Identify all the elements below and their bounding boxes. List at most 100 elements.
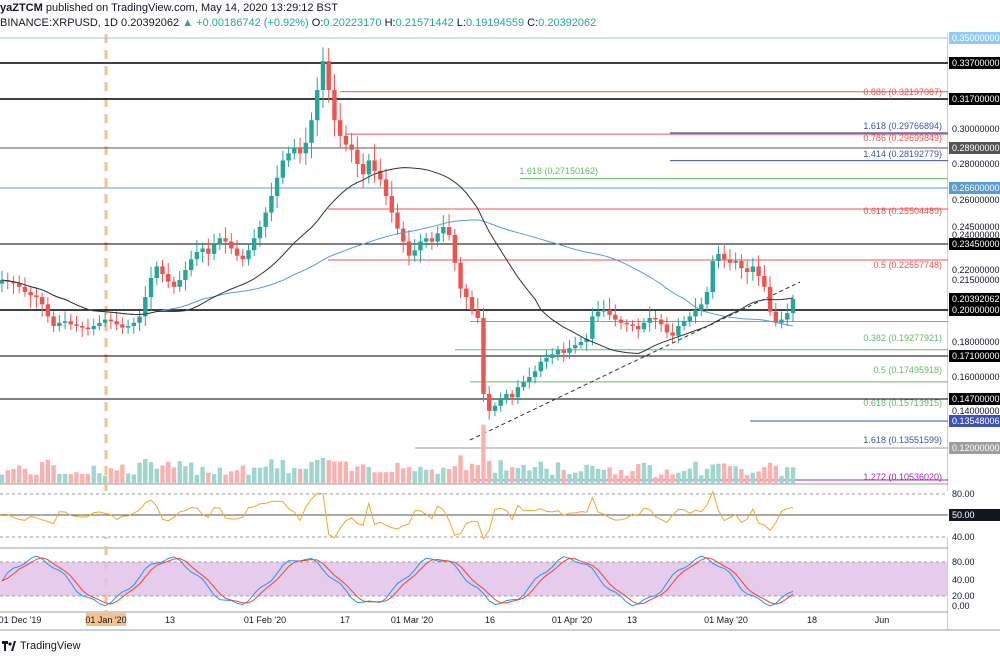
volume-bar [22, 468, 28, 484]
candle-body [441, 227, 446, 234]
volume-bar [102, 475, 108, 484]
low-value: 0.19194559 [465, 17, 525, 29]
tradingview-logo-icon [2, 641, 16, 651]
volume-bar [704, 468, 710, 484]
candle-body [114, 321, 119, 325]
moving-averages [1, 167, 794, 355]
candle-body [630, 324, 635, 326]
volume-bar [223, 474, 228, 484]
volume-bar [309, 461, 314, 484]
candle-body [550, 354, 555, 358]
open-value: 0.20223170 [323, 17, 382, 29]
ma-100-line [1, 167, 794, 355]
time-tick-label: 01 Feb '20 [244, 615, 286, 625]
candle-body [756, 266, 761, 276]
rsi-tick-label: 50.00 [952, 510, 975, 520]
time-axis[interactable]: 01 Dec '19 01 Jan '20 13 01 Feb '20 17 01 Mar… [0, 613, 1000, 631]
chart-background [0, 34, 1000, 634]
candle-body [687, 316, 693, 322]
volume-bar [280, 459, 286, 484]
volume-bar [183, 466, 188, 484]
volume-bar [125, 473, 131, 484]
fib-label: 0.786 (0.29699849) [863, 133, 942, 143]
candle-body [498, 399, 503, 406]
volume-bar [16, 465, 22, 484]
volume-bar [217, 467, 223, 484]
volume-bar [630, 471, 635, 484]
candle-body [320, 61, 326, 90]
price-tick-label: 0.24500000 [952, 222, 1000, 232]
candle-body [125, 326, 131, 328]
volume-bar [544, 468, 549, 484]
volume-bars [0, 424, 796, 484]
volume-bar [641, 462, 647, 484]
candle-body [636, 326, 641, 330]
price-tick-label: 0.28000000 [952, 159, 1000, 169]
volume-bar [80, 473, 85, 484]
volume-bar [693, 461, 698, 484]
price-tag [949, 142, 1000, 154]
volume-bar [378, 472, 383, 484]
volume-bar [263, 466, 268, 484]
volume-bar [246, 474, 251, 484]
candle-body [11, 281, 16, 284]
price-tick-label: 0.30000000 [952, 124, 1000, 134]
symbol-label: BINANCE:XRPUSD, 1D [0, 17, 118, 29]
stoch-tick-label: 80.00 [952, 557, 975, 567]
publisher-name[interactable]: yaZTCM [0, 2, 43, 14]
stoch-tick-label: 40.00 [952, 575, 975, 585]
volume-bar [441, 467, 446, 484]
volume-bar [326, 460, 331, 484]
candle-body [572, 345, 578, 349]
volume-bar [200, 466, 205, 484]
candle-body [148, 278, 154, 298]
volume-bar [750, 472, 756, 484]
volume-bar [148, 462, 154, 484]
price-tag [949, 393, 1000, 405]
volume-bar [143, 458, 148, 484]
volume-bar [716, 463, 721, 484]
volume-bar [297, 468, 303, 484]
price-axis[interactable]: 0.35000000 0.33700000 0.31700000 0.30000000… [949, 32, 1000, 454]
candle-body [360, 164, 366, 175]
candle-body [544, 357, 549, 362]
fib-label: 0.886 (0.32197087) [863, 87, 942, 97]
candle-body [446, 227, 452, 235]
footer-brand[interactable]: TradingView [20, 640, 81, 652]
candle-body [641, 322, 647, 330]
volume-bar [234, 470, 240, 484]
candle-body [699, 304, 704, 310]
volume-bar [188, 462, 194, 484]
candle-body [601, 310, 607, 312]
volume-bar [435, 473, 440, 484]
volume-bar [0, 474, 5, 484]
price-tag [949, 304, 1000, 316]
volume-bar [509, 467, 515, 484]
volume-bar [412, 471, 417, 484]
candle-body [785, 313, 790, 320]
candle-body [166, 274, 171, 282]
trend-line [469, 281, 801, 441]
candle-body [693, 310, 698, 317]
volume-bar [773, 465, 779, 484]
volume-bar [727, 466, 733, 484]
volume-bar [91, 465, 96, 484]
candle-body [716, 253, 721, 262]
candle-body [435, 233, 440, 242]
price-tick-label: 0.18000000 [952, 337, 1000, 347]
time-tick-label: 13 [627, 615, 637, 625]
candle-body [750, 266, 756, 272]
candle-body [315, 90, 320, 121]
candle-body [561, 349, 566, 353]
candle-body [607, 310, 612, 315]
time-tick-label: 01 Apr '20 [552, 615, 592, 625]
candle-body [177, 280, 182, 287]
candle-body [343, 135, 349, 145]
rsi-tick-label: 40.00 [952, 532, 975, 542]
candle-body [681, 321, 687, 326]
price-tick-label: 0.17100000 [952, 351, 1000, 361]
volume-bar [647, 465, 652, 484]
volume-bar [97, 473, 102, 484]
fib-label: 1.618 (0.13551599) [863, 435, 942, 445]
